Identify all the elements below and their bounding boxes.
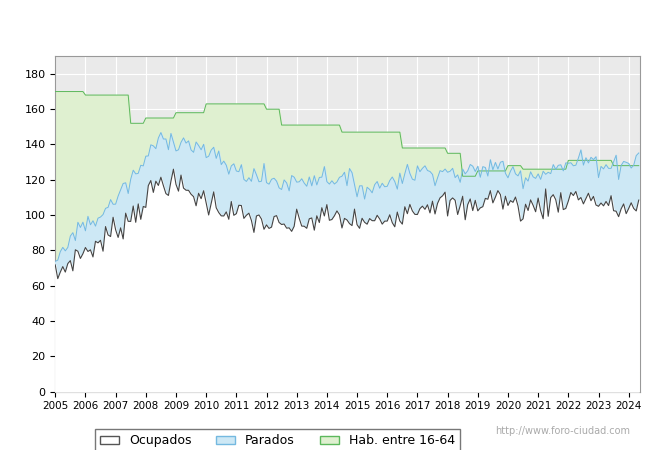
Text: http://www.foro-ciudad.com: http://www.foro-ciudad.com <box>495 427 630 436</box>
Legend: Ocupados, Parados, Hab. entre 16-64: Ocupados, Parados, Hab. entre 16-64 <box>96 429 460 450</box>
Text: Cervera del Llano - Evolucion de la poblacion en edad de Trabajar Mayo de 2024: Cervera del Llano - Evolucion de la pobl… <box>57 19 593 32</box>
